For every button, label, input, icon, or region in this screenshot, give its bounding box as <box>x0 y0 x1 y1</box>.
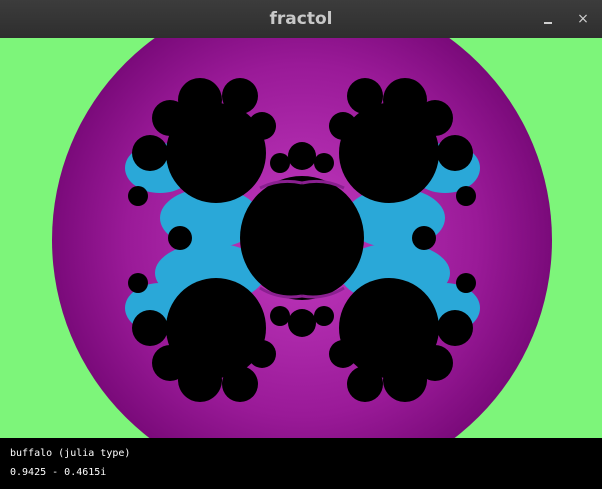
fractal-name-label: buffalo (julia type) <box>10 448 131 459</box>
title-bar[interactable]: fractol × <box>0 0 602 39</box>
julia-parameter-label: 0.9425 - 0.4615i <box>10 467 107 478</box>
minimize-icon <box>544 22 552 24</box>
filament-connectors <box>259 179 345 299</box>
close-icon: × <box>577 11 589 27</box>
julia-set <box>128 78 476 402</box>
fractal-render <box>0 38 602 438</box>
window-title: fractol <box>269 9 333 29</box>
minimize-button[interactable] <box>538 9 558 29</box>
close-button[interactable]: × <box>573 9 593 29</box>
info-panel: buffalo (julia type) 0.9425 - 0.4615i <box>0 438 602 489</box>
fractal-canvas[interactable] <box>0 38 602 438</box>
